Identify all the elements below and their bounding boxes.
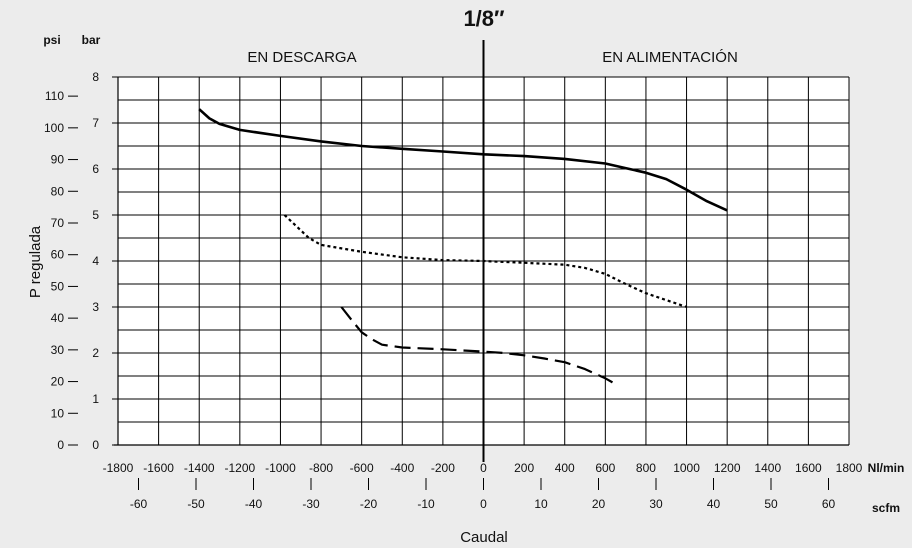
y-primary-tick-label: 2 — [92, 346, 99, 360]
series-line-dashed — [340, 306, 619, 387]
region-label-right: EN ALIMENTACIÓN — [602, 49, 738, 66]
y-secondary-tick-label: 70 — [51, 216, 65, 230]
y-primary-tick-label: 3 — [92, 300, 99, 314]
x-secondary-tick-label: 60 — [822, 497, 836, 511]
y-secondary-tick-label: 20 — [51, 375, 65, 389]
x-secondary-tick-label: 50 — [764, 497, 778, 511]
y-secondary-tick-label: 30 — [51, 343, 65, 357]
x-axis-label: Caudal — [460, 529, 508, 546]
x-primary-tick-label: -800 — [309, 461, 333, 475]
y-secondary-tick-label: 80 — [51, 184, 65, 198]
x-primary-tick-label: -600 — [350, 461, 374, 475]
x-primary-tick-label: 1800 — [836, 461, 863, 475]
x-primary-tick-label: 400 — [555, 461, 575, 475]
x-secondary-tick-label: 30 — [649, 497, 663, 511]
y-primary-tick-label: 1 — [92, 392, 99, 406]
x-secondary-tick-label: 0 — [480, 497, 487, 511]
y-primary-tick-label: 5 — [92, 208, 99, 222]
x-primary-tick-label: 1400 — [754, 461, 781, 475]
x-primary-tick-label: 1200 — [714, 461, 741, 475]
y-primary-tick-label: 4 — [92, 254, 99, 268]
x-primary-tick-label: 1600 — [795, 461, 822, 475]
y-secondary-tick-label: 90 — [51, 153, 65, 167]
y-secondary-tick-label: 40 — [51, 311, 65, 325]
x-primary-tick-label: 800 — [636, 461, 656, 475]
y-primary-unit: bar — [82, 33, 101, 47]
x-primary-tick-label: 1000 — [673, 461, 700, 475]
x-primary-tick-label: -1800 — [103, 461, 134, 475]
x-primary-tick-label: -1200 — [224, 461, 255, 475]
series-line-dotted — [283, 214, 687, 309]
x-secondary-tick-label: -30 — [302, 497, 320, 511]
y-primary-tick-label: 8 — [92, 70, 99, 84]
y-primary-tick-label: 7 — [92, 116, 99, 130]
x-primary-unit: Nl/min — [868, 461, 905, 475]
y-secondary-unit: psi — [43, 33, 60, 47]
x-secondary-tick-label: -10 — [417, 497, 435, 511]
region-label-left: EN DESCARGA — [247, 49, 356, 66]
x-primary-tick-label: -400 — [390, 461, 414, 475]
x-primary-tick-label: 200 — [514, 461, 534, 475]
x-secondary-unit: scfm — [872, 501, 900, 515]
chart-title: 1/8″ — [463, 6, 505, 31]
axes — [68, 40, 849, 490]
x-secondary-tick-label: -40 — [245, 497, 263, 511]
x-primary-tick-label: -1400 — [184, 461, 215, 475]
x-secondary-tick-label: 10 — [534, 497, 548, 511]
y-secondary-tick-label: 110 — [45, 89, 64, 103]
x-primary-tick-label: 600 — [595, 461, 615, 475]
y-secondary-tick-label: 50 — [51, 279, 65, 293]
x-primary-tick-label: -200 — [431, 461, 455, 475]
y-secondary-tick-label: 60 — [51, 248, 65, 262]
x-primary-tick-label: -1600 — [143, 461, 174, 475]
x-secondary-tick-label: 40 — [707, 497, 721, 511]
y-axis-label: P regulada — [27, 225, 44, 298]
x-secondary-tick-label: 20 — [592, 497, 606, 511]
y-primary-tick-label: 0 — [92, 438, 99, 452]
y-primary-tick-label: 6 — [92, 162, 99, 176]
x-primary-tick-label: 0 — [480, 461, 487, 475]
y-secondary-tick-label: 100 — [44, 121, 64, 135]
y-secondary-tick-label: 10 — [51, 406, 65, 420]
y-secondary-tick-label: 0 — [57, 438, 64, 452]
x-primary-tick-label: -1000 — [265, 461, 296, 475]
x-secondary-tick-label: -50 — [187, 497, 205, 511]
x-secondary-tick-label: -20 — [360, 497, 378, 511]
x-secondary-tick-label: -60 — [130, 497, 148, 511]
tick-labels: 0123456780102030405060708090100110-1800-… — [44, 70, 863, 511]
